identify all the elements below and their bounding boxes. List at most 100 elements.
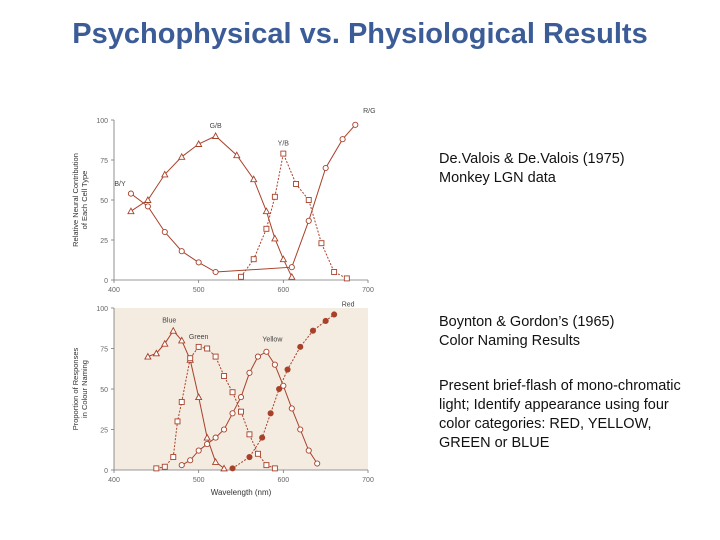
data-point <box>352 121 359 128</box>
data-point <box>177 152 186 160</box>
data-point <box>211 457 220 465</box>
series-line <box>156 346 276 469</box>
y-axis-label: Proportion of Responsesin Colour Naming <box>71 347 89 430</box>
data-point <box>144 196 152 203</box>
data-point <box>288 264 295 271</box>
data-point <box>195 259 202 266</box>
data-point <box>144 352 152 360</box>
series-blue: Blue <box>144 318 228 472</box>
data-point <box>220 464 228 472</box>
note-boynton-line-1: Boynton & Gordon’s (1965) <box>439 314 615 330</box>
data-point <box>127 190 134 197</box>
data-point <box>280 150 287 157</box>
data-point <box>238 408 244 415</box>
data-point <box>161 228 168 236</box>
chart-panel-2: 0 25 50 75 100 400 500 600 700 Proportion of Resp… <box>71 301 374 497</box>
data-point <box>318 240 325 247</box>
data-point <box>305 217 312 224</box>
data-point <box>212 434 219 441</box>
note-devalois-line-1: De.Valois & De.Valois (1975) <box>439 151 625 167</box>
data-point <box>204 345 211 352</box>
x-axis-label: Wavelength (nm) <box>211 488 272 497</box>
y-axis-label-line: in Colour Naming <box>80 360 89 418</box>
x-tick-label: 500 <box>193 477 205 484</box>
y-tick-label: 100 <box>96 118 108 125</box>
y-tick-label: 25 <box>100 428 108 435</box>
data-point <box>174 418 181 425</box>
data-point <box>262 207 271 215</box>
chart-panel-1: 0 25 50 75 100 400 500 600 700 Relative Neural Co… <box>71 108 376 294</box>
series-label: R/G <box>363 108 375 115</box>
note-boynton: Boynton & Gordon’s (1965) Color Naming R… <box>439 313 699 351</box>
data-point <box>271 361 278 368</box>
series-red: Red <box>229 301 355 472</box>
data-point <box>229 410 236 417</box>
y-tick-label: 100 <box>96 306 108 313</box>
y-axis-label-line: of Each Cell Type <box>80 171 89 230</box>
series-line <box>147 329 225 469</box>
data-point <box>271 193 278 200</box>
x-tick-label: 500 <box>193 287 205 294</box>
data-point <box>229 465 236 472</box>
data-point <box>178 248 185 255</box>
data-point <box>203 433 211 441</box>
series-line <box>130 135 293 278</box>
series-label: Blue <box>162 318 176 325</box>
data-point <box>187 355 194 362</box>
x-tick-label: 400 <box>108 287 120 294</box>
x-tick-label: 600 <box>277 477 289 484</box>
data-point <box>322 317 329 325</box>
data-point <box>297 343 304 350</box>
data-point <box>170 454 177 460</box>
data-point <box>293 181 299 187</box>
series-label: Green <box>189 334 209 341</box>
data-point <box>339 136 346 143</box>
series-label: G/B <box>210 123 222 130</box>
note-procedure: Present brief-flash of mono-chromatic li… <box>439 378 681 451</box>
data-point <box>204 441 211 448</box>
data-point <box>343 275 350 282</box>
data-point <box>194 393 203 401</box>
plot-area <box>114 308 368 470</box>
data-point <box>288 272 296 280</box>
data-point <box>211 132 220 139</box>
series-label: B/Y <box>114 181 126 188</box>
data-point <box>178 399 185 405</box>
series-label: Y/B <box>278 141 290 148</box>
x-tick-label: 400 <box>108 477 120 484</box>
data-point <box>276 385 283 393</box>
series-line <box>240 151 348 279</box>
data-point <box>263 225 270 232</box>
data-point <box>144 203 151 210</box>
data-point <box>331 269 338 275</box>
data-point <box>238 273 244 280</box>
series-label: Yellow <box>262 337 283 344</box>
data-point <box>259 434 266 441</box>
series-green: Green <box>153 334 278 472</box>
data-point <box>233 151 241 159</box>
data-point <box>271 465 278 472</box>
data-point <box>194 140 203 147</box>
y-tick-label: 0 <box>104 278 108 285</box>
y-axis-label-line: Proportion of Responses <box>71 347 80 430</box>
data-point <box>212 353 219 360</box>
data-point <box>250 256 257 263</box>
data-point <box>254 353 261 360</box>
data-point <box>195 447 202 454</box>
data-point <box>314 460 321 467</box>
data-point <box>212 268 219 276</box>
data-point <box>288 405 295 412</box>
slide-title: Psychophysical vs. Physiological Results <box>72 18 648 50</box>
y-tick-label: 50 <box>100 387 108 394</box>
data-point <box>221 373 228 379</box>
data-point <box>153 465 160 472</box>
data-point <box>254 450 261 457</box>
x-tick-label: 600 <box>277 287 289 294</box>
data-point <box>161 339 169 347</box>
data-point <box>284 366 291 373</box>
data-point <box>152 349 161 357</box>
data-point <box>246 369 253 376</box>
data-point <box>279 255 288 263</box>
note-devalois-line-2: Monkey LGN data <box>439 170 556 186</box>
data-point <box>322 164 329 172</box>
